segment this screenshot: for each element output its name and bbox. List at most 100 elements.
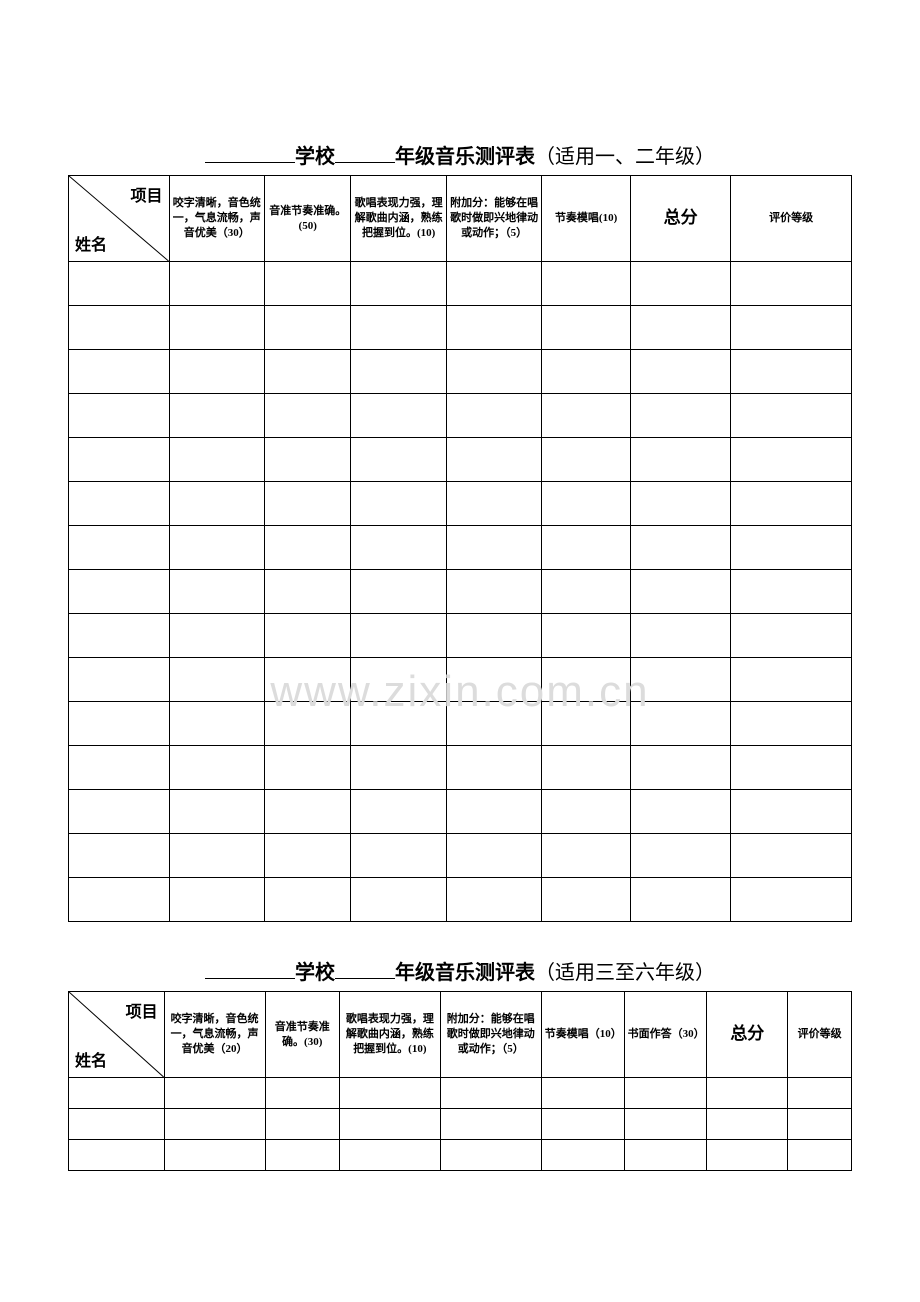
table-cell[interactable] xyxy=(264,614,350,658)
table-cell[interactable] xyxy=(69,702,170,746)
table-cell[interactable] xyxy=(630,306,731,350)
school-blank-2[interactable] xyxy=(205,959,295,979)
table-cell[interactable] xyxy=(446,350,541,394)
table-cell[interactable] xyxy=(446,790,541,834)
table-cell[interactable] xyxy=(264,526,350,570)
table-cell[interactable] xyxy=(542,746,630,790)
table-cell[interactable] xyxy=(630,614,731,658)
table-cell[interactable] xyxy=(541,1109,624,1140)
table-cell[interactable] xyxy=(264,482,350,526)
table-cell[interactable] xyxy=(624,1109,707,1140)
table-cell[interactable] xyxy=(169,702,264,746)
table-cell[interactable] xyxy=(731,658,852,702)
table-cell[interactable] xyxy=(440,1078,541,1109)
table-cell[interactable] xyxy=(446,438,541,482)
table-cell[interactable] xyxy=(69,570,170,614)
table-cell[interactable] xyxy=(351,746,446,790)
table-cell[interactable] xyxy=(788,1140,852,1171)
table-cell[interactable] xyxy=(630,834,731,878)
table-cell[interactable] xyxy=(542,570,630,614)
table-cell[interactable] xyxy=(731,702,852,746)
table-cell[interactable] xyxy=(264,878,350,922)
grade-blank-2[interactable] xyxy=(335,959,395,979)
table-cell[interactable] xyxy=(731,306,852,350)
table-cell[interactable] xyxy=(69,790,170,834)
school-blank-1[interactable] xyxy=(205,143,295,163)
table-cell[interactable] xyxy=(630,438,731,482)
table-cell[interactable] xyxy=(264,746,350,790)
table-cell[interactable] xyxy=(630,702,731,746)
table-cell[interactable] xyxy=(169,658,264,702)
table-cell[interactable] xyxy=(542,790,630,834)
table-cell[interactable] xyxy=(542,306,630,350)
table-cell[interactable] xyxy=(69,482,170,526)
table-cell[interactable] xyxy=(264,438,350,482)
table-cell[interactable] xyxy=(446,482,541,526)
table-cell[interactable] xyxy=(69,1109,165,1140)
table-cell[interactable] xyxy=(169,350,264,394)
table-cell[interactable] xyxy=(542,702,630,746)
table-cell[interactable] xyxy=(169,394,264,438)
table-cell[interactable] xyxy=(446,614,541,658)
table-cell[interactable] xyxy=(707,1109,788,1140)
table-cell[interactable] xyxy=(440,1109,541,1140)
table-cell[interactable] xyxy=(69,878,170,922)
table-cell[interactable] xyxy=(169,834,264,878)
table-cell[interactable] xyxy=(264,790,350,834)
table-cell[interactable] xyxy=(69,350,170,394)
table-cell[interactable] xyxy=(446,394,541,438)
table-cell[interactable] xyxy=(788,1078,852,1109)
table-cell[interactable] xyxy=(351,570,446,614)
table-cell[interactable] xyxy=(731,878,852,922)
table-cell[interactable] xyxy=(164,1109,265,1140)
table-cell[interactable] xyxy=(707,1140,788,1171)
table-cell[interactable] xyxy=(351,834,446,878)
table-cell[interactable] xyxy=(542,658,630,702)
table-cell[interactable] xyxy=(624,1140,707,1171)
table-cell[interactable] xyxy=(169,262,264,306)
table-cell[interactable] xyxy=(630,658,731,702)
table-cell[interactable] xyxy=(446,306,541,350)
table-cell[interactable] xyxy=(630,526,731,570)
table-cell[interactable] xyxy=(69,1140,165,1171)
table-cell[interactable] xyxy=(630,482,731,526)
table-cell[interactable] xyxy=(169,790,264,834)
table-cell[interactable] xyxy=(446,262,541,306)
table-cell[interactable] xyxy=(351,526,446,570)
table-cell[interactable] xyxy=(264,394,350,438)
table-cell[interactable] xyxy=(265,1140,339,1171)
table-cell[interactable] xyxy=(731,438,852,482)
table-cell[interactable] xyxy=(265,1078,339,1109)
table-cell[interactable] xyxy=(69,306,170,350)
table-cell[interactable] xyxy=(265,1109,339,1140)
table-cell[interactable] xyxy=(446,834,541,878)
table-cell[interactable] xyxy=(351,878,446,922)
table-cell[interactable] xyxy=(446,570,541,614)
table-cell[interactable] xyxy=(542,350,630,394)
table-cell[interactable] xyxy=(731,790,852,834)
table-cell[interactable] xyxy=(630,878,731,922)
table-cell[interactable] xyxy=(542,482,630,526)
table-cell[interactable] xyxy=(731,614,852,658)
table-cell[interactable] xyxy=(351,614,446,658)
table-cell[interactable] xyxy=(69,526,170,570)
table-cell[interactable] xyxy=(630,350,731,394)
table-cell[interactable] xyxy=(542,438,630,482)
table-cell[interactable] xyxy=(542,526,630,570)
table-cell[interactable] xyxy=(351,790,446,834)
table-cell[interactable] xyxy=(351,658,446,702)
table-cell[interactable] xyxy=(339,1140,440,1171)
table-cell[interactable] xyxy=(446,526,541,570)
table-cell[interactable] xyxy=(264,570,350,614)
table-cell[interactable] xyxy=(630,394,731,438)
table-cell[interactable] xyxy=(339,1078,440,1109)
table-cell[interactable] xyxy=(264,262,350,306)
table-cell[interactable] xyxy=(731,262,852,306)
table-cell[interactable] xyxy=(264,306,350,350)
table-cell[interactable] xyxy=(264,834,350,878)
table-cell[interactable] xyxy=(542,394,630,438)
table-cell[interactable] xyxy=(624,1078,707,1109)
table-cell[interactable] xyxy=(542,834,630,878)
table-cell[interactable] xyxy=(446,658,541,702)
table-cell[interactable] xyxy=(351,306,446,350)
